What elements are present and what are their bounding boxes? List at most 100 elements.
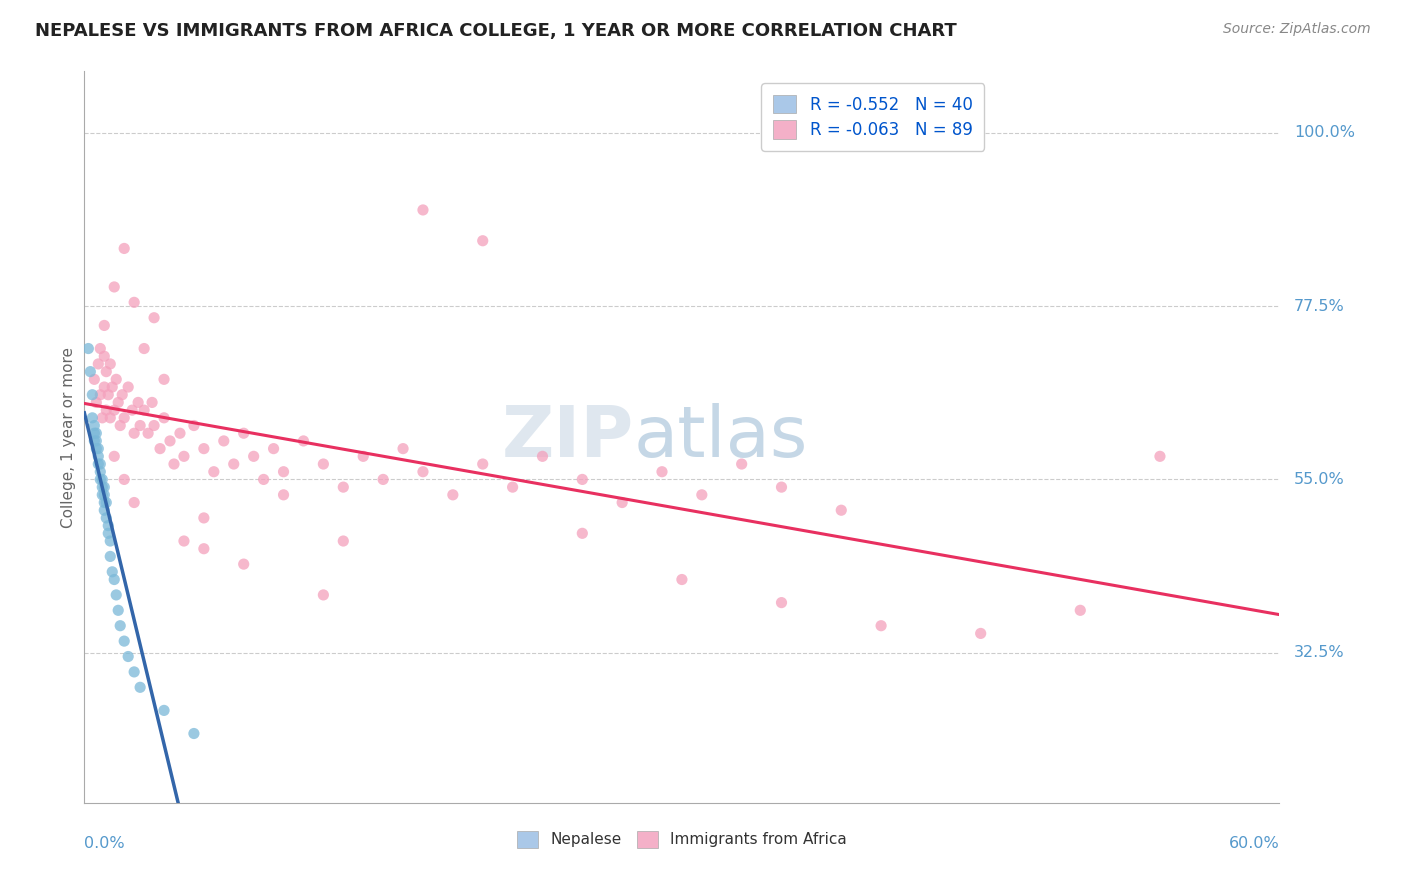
Point (159, 434, 181, 448)
Point (273, 488, 295, 502)
Point (830, 503, 852, 517)
Point (107, 395, 129, 409)
Point (373, 472, 395, 486)
Point (122, 665, 145, 679)
Point (111, 388, 134, 402)
Point (103, 573, 125, 587)
Point (83, 426, 105, 441)
Point (91, 472, 114, 486)
Point (671, 573, 693, 587)
Point (89, 342, 111, 356)
Point (91, 480, 114, 494)
Y-axis label: College, 1 year or more: College, 1 year or more (60, 347, 76, 527)
Point (89, 457, 111, 471)
Point (121, 403, 143, 417)
Point (651, 465, 673, 479)
Point (273, 465, 295, 479)
Point (253, 472, 276, 486)
Point (153, 372, 176, 386)
Point (169, 426, 191, 441)
Point (193, 511, 215, 525)
Point (222, 457, 245, 471)
Point (107, 603, 129, 617)
Point (202, 465, 225, 479)
Point (79, 365, 101, 379)
Point (110, 418, 132, 433)
Point (870, 618, 893, 632)
Point (352, 450, 374, 464)
Point (502, 480, 524, 494)
Point (129, 681, 152, 695)
Point (83, 434, 105, 448)
Point (232, 557, 254, 571)
Point (117, 380, 139, 394)
Point (731, 457, 754, 471)
Point (96, 495, 118, 509)
Point (93, 495, 115, 509)
Point (1149, 450, 1171, 464)
Point (690, 488, 713, 502)
Point (312, 588, 335, 602)
Point (89, 388, 111, 402)
Point (112, 410, 135, 425)
Point (96, 365, 118, 379)
Point (312, 457, 335, 471)
Point (770, 596, 793, 610)
Point (571, 526, 593, 541)
Point (1069, 603, 1091, 617)
Point (471, 457, 494, 471)
Point (571, 472, 593, 486)
Point (77, 342, 100, 356)
Point (97, 518, 120, 533)
Point (153, 703, 176, 717)
Point (87, 357, 110, 371)
Point (263, 442, 285, 456)
Point (83, 372, 105, 386)
Point (153, 410, 176, 425)
Point (86, 426, 108, 441)
Point (87, 450, 110, 464)
Point (105, 372, 128, 386)
Point (110, 618, 132, 632)
Point (101, 565, 124, 579)
Point (112, 242, 135, 256)
Point (122, 295, 145, 310)
Point (392, 442, 415, 456)
Point (612, 495, 634, 509)
Point (101, 380, 124, 394)
Legend: Nepalese, Immigrants from Africa: Nepalese, Immigrants from Africa (510, 825, 853, 854)
Point (143, 310, 166, 325)
Point (132, 403, 156, 417)
Point (173, 534, 195, 549)
Point (97, 388, 120, 402)
Text: 100.0%: 100.0% (1294, 126, 1355, 140)
Point (98, 549, 121, 564)
Point (183, 418, 205, 433)
Text: Source: ZipAtlas.com: Source: ZipAtlas.com (1223, 22, 1371, 37)
Point (93, 380, 115, 394)
Point (87, 457, 110, 471)
Point (87, 442, 110, 456)
Point (173, 450, 195, 464)
Point (93, 318, 115, 333)
Point (103, 450, 125, 464)
Text: 55.0%: 55.0% (1294, 472, 1344, 487)
Point (212, 434, 235, 448)
Point (82, 410, 104, 425)
Point (770, 480, 793, 494)
Point (117, 649, 139, 664)
Point (112, 472, 135, 486)
Point (83, 418, 105, 433)
Point (412, 465, 434, 479)
Point (127, 395, 149, 409)
Point (129, 418, 152, 433)
Point (91, 488, 114, 502)
Point (471, 234, 494, 248)
Point (93, 503, 115, 517)
Point (86, 395, 108, 409)
Point (193, 442, 215, 456)
Point (242, 450, 264, 464)
Point (132, 342, 156, 356)
Point (183, 726, 205, 740)
Point (332, 534, 354, 549)
